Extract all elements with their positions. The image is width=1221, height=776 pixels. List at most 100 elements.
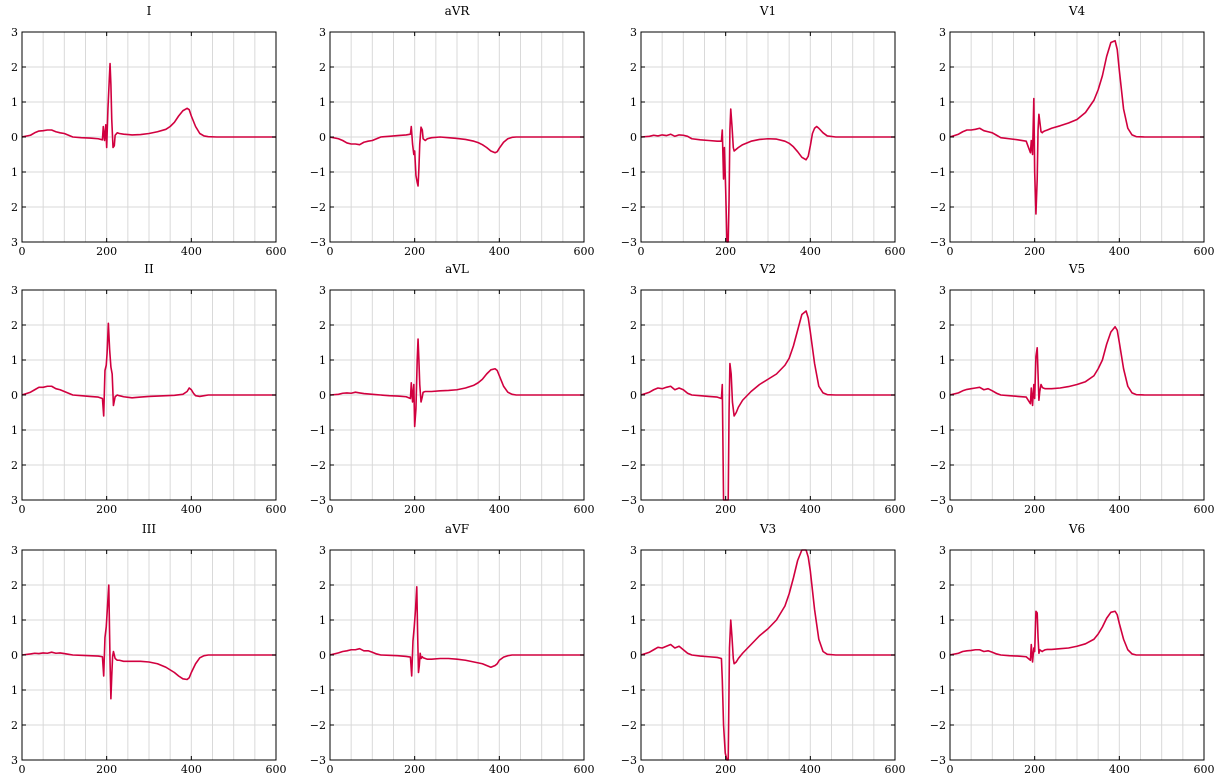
y-tick-label: 0	[939, 131, 946, 144]
y-tick-label: −3	[310, 754, 326, 767]
y-tick-label: 1	[11, 96, 18, 109]
x-tick-label: 0	[19, 763, 26, 776]
y-tick-label: 0	[319, 649, 326, 662]
y-tick-label: −2	[930, 459, 946, 472]
y-tick-label: 0	[319, 389, 326, 402]
y-tick-label: 3	[11, 494, 18, 507]
x-tick-label: 200	[96, 763, 117, 776]
x-tick-label: 0	[947, 763, 954, 776]
y-tick-label: 2	[630, 319, 637, 332]
y-tick-label: −1	[621, 424, 637, 437]
panel-iii: 0 200 400 600 3 2 1 0 1 2 3 III	[11, 522, 287, 776]
x-tick-label: 600	[266, 763, 287, 776]
y-tick-label: −1	[310, 166, 326, 179]
trace-line-v1	[641, 108, 895, 243]
x-tick-label: 600	[266, 245, 287, 258]
trace-line-v6	[950, 610, 1204, 663]
y-tick-label: 0	[11, 649, 18, 662]
y-tick-label: 3	[319, 284, 326, 297]
panel-title-iii: III	[142, 522, 156, 536]
y-tick-label: −2	[930, 201, 946, 214]
x-tick-label: 0	[947, 245, 954, 258]
x-tick-label: 400	[800, 763, 821, 776]
x-tick-label: 600	[885, 503, 906, 516]
y-tick-label: 2	[319, 61, 326, 74]
x-tick-label: 0	[638, 763, 645, 776]
y-tick-label: 2	[630, 61, 637, 74]
panel-v4: 0 200 400 600 3 2 1 0 −1 −2 −3 V4	[930, 4, 1215, 258]
y-tick-label: −1	[310, 424, 326, 437]
y-tick-label: 2	[11, 61, 18, 74]
y-tick-label: 2	[11, 459, 18, 472]
y-tick-label: 3	[11, 26, 18, 39]
trace-line-avl	[330, 338, 584, 428]
y-tick-label: −3	[621, 754, 637, 767]
y-tick-label: −1	[621, 166, 637, 179]
y-tick-label: −2	[930, 719, 946, 732]
x-tick-label: 200	[1024, 245, 1045, 258]
x-tick-label: 200	[404, 245, 425, 258]
x-tick-label: 200	[404, 763, 425, 776]
trace-line-v5	[950, 325, 1204, 407]
y-tick-label: 1	[630, 96, 637, 109]
x-tick-label: 0	[638, 245, 645, 258]
x-tick-label: 400	[800, 245, 821, 258]
y-tick-label: 3	[11, 284, 18, 297]
y-tick-label: 1	[11, 424, 18, 437]
x-tick-label: 600	[574, 763, 595, 776]
y-tick-label: 1	[630, 354, 637, 367]
x-tick-label: 600	[885, 245, 906, 258]
x-tick-label: 200	[1024, 503, 1045, 516]
x-tick-label: 400	[1109, 245, 1130, 258]
panel-avl: 0 200 400 600 3 2 1 0 −1 −2 −3 aVL	[310, 262, 595, 516]
panel-title-avf: aVF	[445, 522, 469, 536]
panel-title-i: I	[147, 4, 152, 18]
y-tick-label: 2	[630, 579, 637, 592]
x-tick-label: 0	[947, 503, 954, 516]
y-tick-label: 1	[319, 96, 326, 109]
y-tick-label: −2	[310, 719, 326, 732]
y-tick-label: −2	[621, 459, 637, 472]
x-tick-label: 200	[96, 245, 117, 258]
x-tick-label: 0	[19, 245, 26, 258]
y-tick-label: −2	[621, 719, 637, 732]
y-tick-label: −3	[621, 494, 637, 507]
x-tick-label: 600	[574, 245, 595, 258]
x-tick-label: 600	[266, 503, 287, 516]
panel-v2: 0 200 400 600 3 2 1 0 −1 −2 −3 V2	[621, 262, 906, 516]
x-tick-label: 600	[1194, 245, 1215, 258]
y-tick-label: 1	[319, 614, 326, 627]
trace-line-ii	[22, 322, 276, 417]
trace-line-avr	[330, 125, 584, 187]
x-tick-label: 400	[489, 503, 510, 516]
y-tick-label: −1	[930, 166, 946, 179]
panel-v5: 0 200 400 600 3 2 1 0 −1 −2 −3 V5	[930, 262, 1215, 516]
y-tick-label: 0	[939, 649, 946, 662]
x-tick-label: 200	[715, 763, 736, 776]
trace-line-v4	[950, 39, 1204, 215]
y-tick-label: 3	[630, 26, 637, 39]
y-tick-label: −1	[930, 684, 946, 697]
trace-line-v2	[641, 310, 895, 501]
y-tick-label: 2	[11, 719, 18, 732]
y-tick-label: 0	[939, 389, 946, 402]
x-tick-label: 400	[181, 503, 202, 516]
panel-avf: 0 200 400 600 3 2 1 0 −1 −2 −3 aVF	[310, 522, 595, 776]
y-tick-label: 1	[319, 354, 326, 367]
y-tick-label: −2	[621, 201, 637, 214]
y-tick-label: −1	[930, 424, 946, 437]
y-tick-label: 2	[11, 201, 18, 214]
x-tick-label: 400	[800, 503, 821, 516]
panel-title-v3: V3	[759, 522, 776, 536]
y-tick-label: 0	[630, 389, 637, 402]
panel-v1: 0 200 400 600 3 2 1 0 −1 −2 −3 V1	[621, 4, 906, 258]
y-tick-label: 0	[630, 649, 637, 662]
x-tick-label: 0	[638, 503, 645, 516]
y-tick-label: −2	[310, 201, 326, 214]
trace-line-iii	[22, 584, 276, 700]
y-tick-label: 3	[630, 284, 637, 297]
y-tick-label: −1	[621, 684, 637, 697]
y-tick-label: 2	[11, 319, 18, 332]
panel-title-ii: II	[144, 262, 154, 276]
